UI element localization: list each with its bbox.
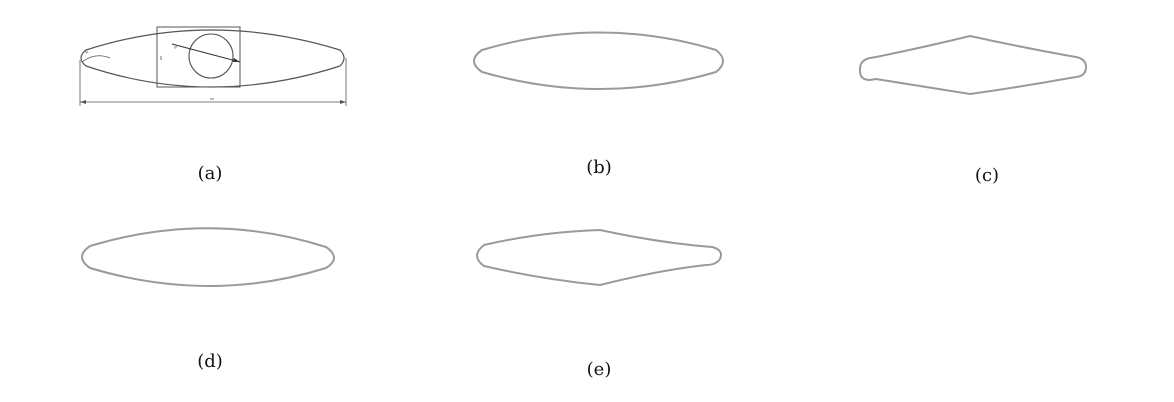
panel-d-drawing [81, 227, 335, 287]
panel-e-outline [476, 228, 722, 287]
caption-d: (d) [197, 351, 223, 372]
panel-b-drawing [473, 31, 724, 90]
panel-b-outline [473, 31, 724, 90]
panel-a-diameter-label: ø [174, 44, 178, 50]
panel-a-drawing: R ø [79, 26, 347, 106]
panel-c-outline [859, 34, 1088, 96]
caption-c: (c) [974, 165, 1000, 186]
panel-a-diameter-arrow [233, 58, 240, 62]
panel-a-box [156, 26, 241, 88]
caption-a: (a) [197, 163, 223, 184]
panel-a-width-arrow-right [340, 100, 346, 104]
panel-a-left-arc [81, 55, 111, 63]
caption-b: (b) [586, 157, 612, 178]
panel-a-radius-label: R [85, 49, 90, 55]
panel-a-width-arrow-left [80, 100, 86, 104]
caption-e: (e) [586, 359, 612, 380]
panel-a-outline [80, 29, 345, 88]
panel-a-circle [188, 33, 234, 79]
panel-a-diameter-line [171, 43, 241, 63]
panel-c-drawing [859, 34, 1088, 96]
panel-d-outline [81, 227, 335, 287]
panel-e-drawing [476, 228, 722, 287]
